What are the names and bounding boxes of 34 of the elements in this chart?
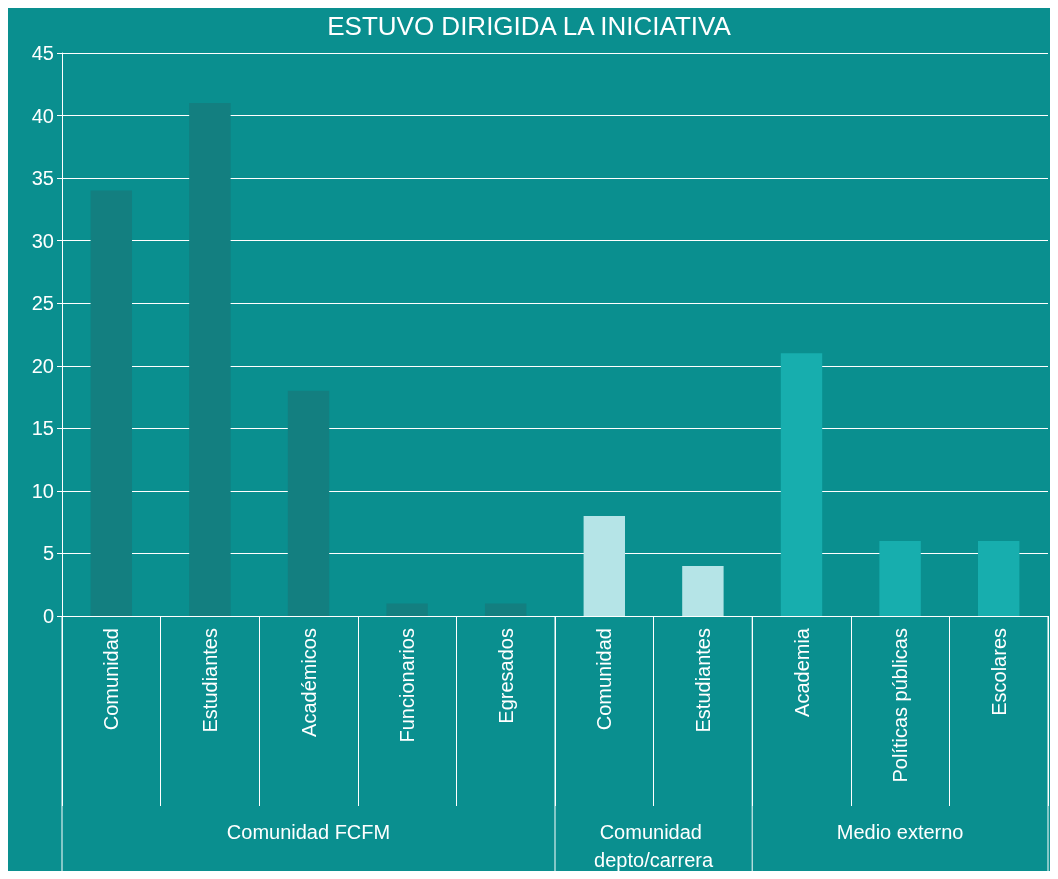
text: Medio externo <box>836 821 964 843</box>
x-tick-label: Académicos <box>297 628 320 737</box>
chart-title: ESTUVO DIRIGIDA LA INICIATIVA <box>327 11 732 41</box>
y-tick-label: 20 <box>31 354 54 377</box>
y-tick-label: 45 <box>31 42 54 64</box>
x-tick-label: Escolares <box>987 628 1010 716</box>
bar <box>287 390 330 616</box>
bar <box>90 190 133 616</box>
bar <box>879 540 921 616</box>
y-tick-label: 40 <box>31 104 54 127</box>
bar <box>583 515 626 616</box>
x-tick-label: Comunidad <box>593 628 616 731</box>
y-tick-label: 5 <box>42 542 54 565</box>
x-tick-label: Academia <box>790 627 813 717</box>
y-tick-label: 0 <box>42 605 54 627</box>
y-tick-label: 30 <box>31 229 54 252</box>
bar <box>189 103 231 616</box>
x-tick-label: Egresados <box>494 628 517 724</box>
x-tick-label: Comunidad <box>100 628 123 731</box>
x-tick-label: Estudiantes <box>198 628 221 733</box>
y-tick-label: 35 <box>31 167 54 190</box>
bar <box>386 603 428 616</box>
text: Comunidad depto/carrera <box>594 821 714 871</box>
text: Comunidad FCFM <box>226 821 391 843</box>
bar <box>682 565 724 616</box>
x-tick-label: Políticas públicas <box>889 628 912 783</box>
y-tick-label: 10 <box>31 479 54 502</box>
y-tick-label: 25 <box>31 292 54 315</box>
bar <box>977 540 1020 616</box>
x-tick-label: Funcionarios <box>396 628 419 743</box>
x-tick-label: Estudiantes <box>691 628 714 733</box>
y-tick-label: 15 <box>31 417 54 440</box>
bar <box>780 353 823 616</box>
bar <box>484 603 527 616</box>
